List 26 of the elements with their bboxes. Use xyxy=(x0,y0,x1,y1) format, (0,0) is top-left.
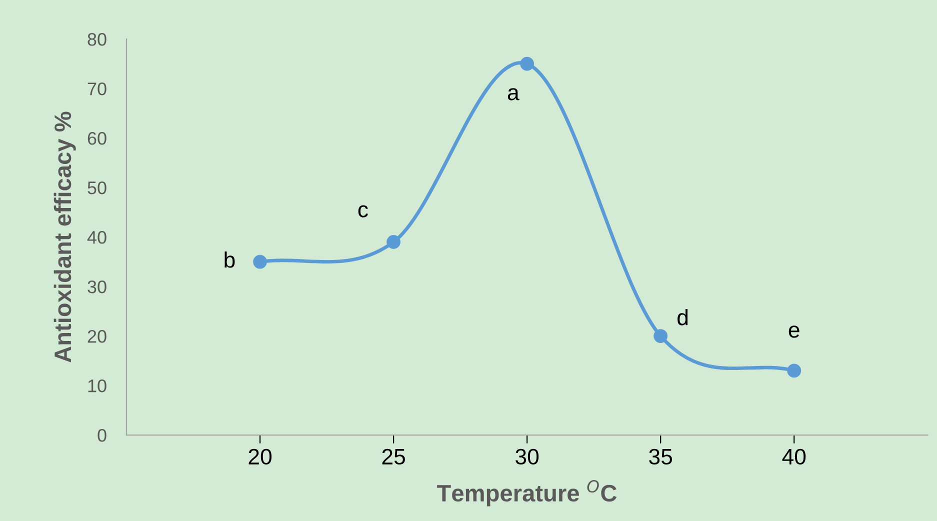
y-tick-label: 50 xyxy=(88,181,106,194)
y-axis-title: Antioxidant efficacy % xyxy=(54,112,76,362)
point xyxy=(787,364,802,378)
y-tick-label: 60 xyxy=(88,132,106,145)
y-tick-label: 30 xyxy=(88,280,106,294)
x-tick-label: 40 xyxy=(782,448,806,465)
annotation: a xyxy=(508,88,520,100)
y-tick-label: 80 xyxy=(88,33,106,46)
point xyxy=(520,56,534,71)
y-tick-label: 0 xyxy=(98,428,106,442)
y-tick-label: 40 xyxy=(87,230,106,244)
y-tick-label: 20 xyxy=(88,330,106,343)
y-tick-label: 10 xyxy=(88,379,106,392)
annotation: e xyxy=(788,326,800,338)
point xyxy=(386,235,400,249)
y-tick-label: 70 xyxy=(88,82,106,96)
x-axis-title: Temperature $^{O}$C xyxy=(437,480,617,506)
annotation: d xyxy=(678,309,688,326)
x-tick-label: 25 xyxy=(382,448,405,465)
x-tick-label: 20 xyxy=(248,448,272,465)
annotation: c xyxy=(358,205,368,218)
x-tick-label: 30 xyxy=(516,448,539,465)
annotation: b xyxy=(224,251,235,268)
x-tick-label: 35 xyxy=(649,448,672,465)
point xyxy=(654,329,668,343)
point xyxy=(253,254,267,269)
